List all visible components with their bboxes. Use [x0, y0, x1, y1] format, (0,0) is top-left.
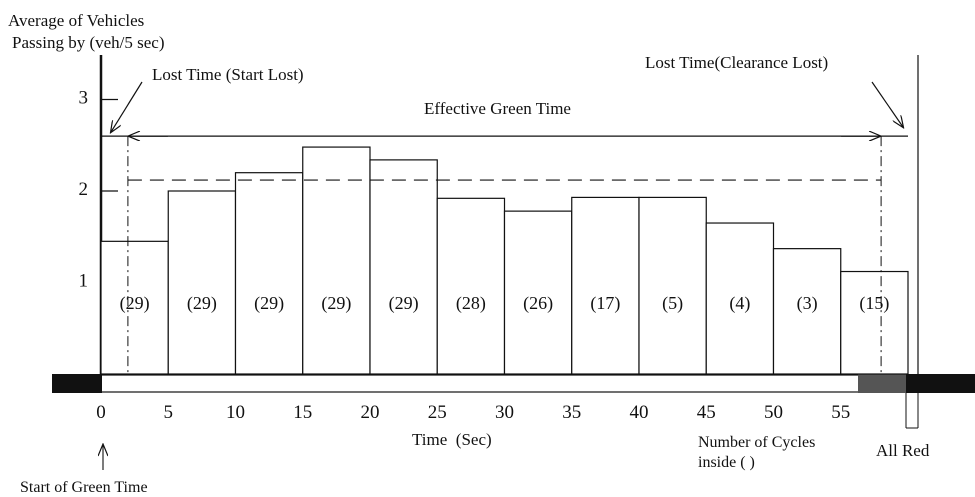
bar-cycles-label-11: (15)	[859, 293, 889, 314]
bar-cycles-label-10: (3)	[797, 293, 818, 314]
y-tick-label-2: 3	[79, 88, 89, 109]
x-tick-label-8: 40	[630, 402, 649, 423]
clearance-lost-label: Lost Time(Clearance Lost)	[645, 53, 828, 72]
x-tick-label-9: 45	[697, 402, 716, 423]
all-red-label: All Red	[876, 441, 930, 460]
bar-cycles-label-2: (29)	[254, 293, 284, 314]
bar-cycles-label-3: (29)	[321, 293, 351, 314]
bar-7	[571, 196, 640, 375]
timeline-red-after	[906, 374, 975, 393]
x-tick-label-2: 10	[226, 402, 245, 423]
bar-5	[436, 197, 506, 375]
bar-2	[234, 172, 304, 375]
x-tick-label-0: 0	[96, 402, 106, 423]
y-axis-title-line1: Average of Vehicles	[8, 11, 144, 30]
bar-cycles-label-1: (29)	[187, 293, 217, 314]
x-tick-label-10: 50	[764, 402, 783, 423]
bar-cycles-label-9: (4)	[729, 293, 750, 314]
bar-0	[100, 240, 169, 375]
timeline-amber	[858, 374, 906, 393]
bar-cycles-label-8: (5)	[662, 293, 683, 314]
x-tick-label-1: 5	[164, 402, 174, 423]
start-lost-label: Lost Time (Start Lost)	[152, 65, 304, 84]
timeline-band-outline	[54, 374, 975, 393]
timeline-red-before	[52, 374, 102, 393]
bar-4	[369, 159, 438, 375]
x-tick-label-7: 35	[562, 402, 581, 423]
cycles-note-line1: Number of Cycles	[698, 434, 815, 451]
x-tick-label-6: 30	[495, 402, 514, 423]
bar-9	[705, 222, 775, 375]
bar-11	[840, 270, 909, 375]
x-tick-label-5: 25	[428, 402, 447, 423]
cycles-note-line2: inside ( )	[698, 454, 755, 471]
bar-8	[638, 196, 707, 375]
x-tick-label-11: 55	[831, 402, 850, 423]
bar-cycles-label-4: (29)	[389, 293, 419, 314]
y-axis-title-line2: Passing by (veh/5 sec)	[12, 33, 165, 52]
effective-green-label: Effective Green Time	[424, 99, 571, 118]
bar-3	[302, 146, 371, 375]
bar-6	[503, 210, 573, 375]
y-tick-label-0: 1	[79, 271, 89, 292]
start-lost-arrow	[111, 81, 143, 132]
x-tick-label-4: 20	[361, 402, 380, 423]
bar-10	[772, 248, 842, 375]
start-of-green-label: Start of Green Time	[20, 479, 148, 496]
bar-cycles-label-5: (28)	[456, 293, 486, 314]
x-axis-title: Time (Sec)	[412, 430, 492, 449]
y-tick-label-1: 2	[79, 179, 89, 200]
bar-cycles-label-7: (17)	[590, 293, 620, 314]
bar-cycles-label-0: (29)	[120, 293, 150, 314]
bar-cycles-label-6: (26)	[523, 293, 553, 314]
clearance-lost-arrow	[871, 81, 903, 127]
x-tick-label-3: 15	[293, 402, 312, 423]
bar-1	[167, 190, 237, 375]
